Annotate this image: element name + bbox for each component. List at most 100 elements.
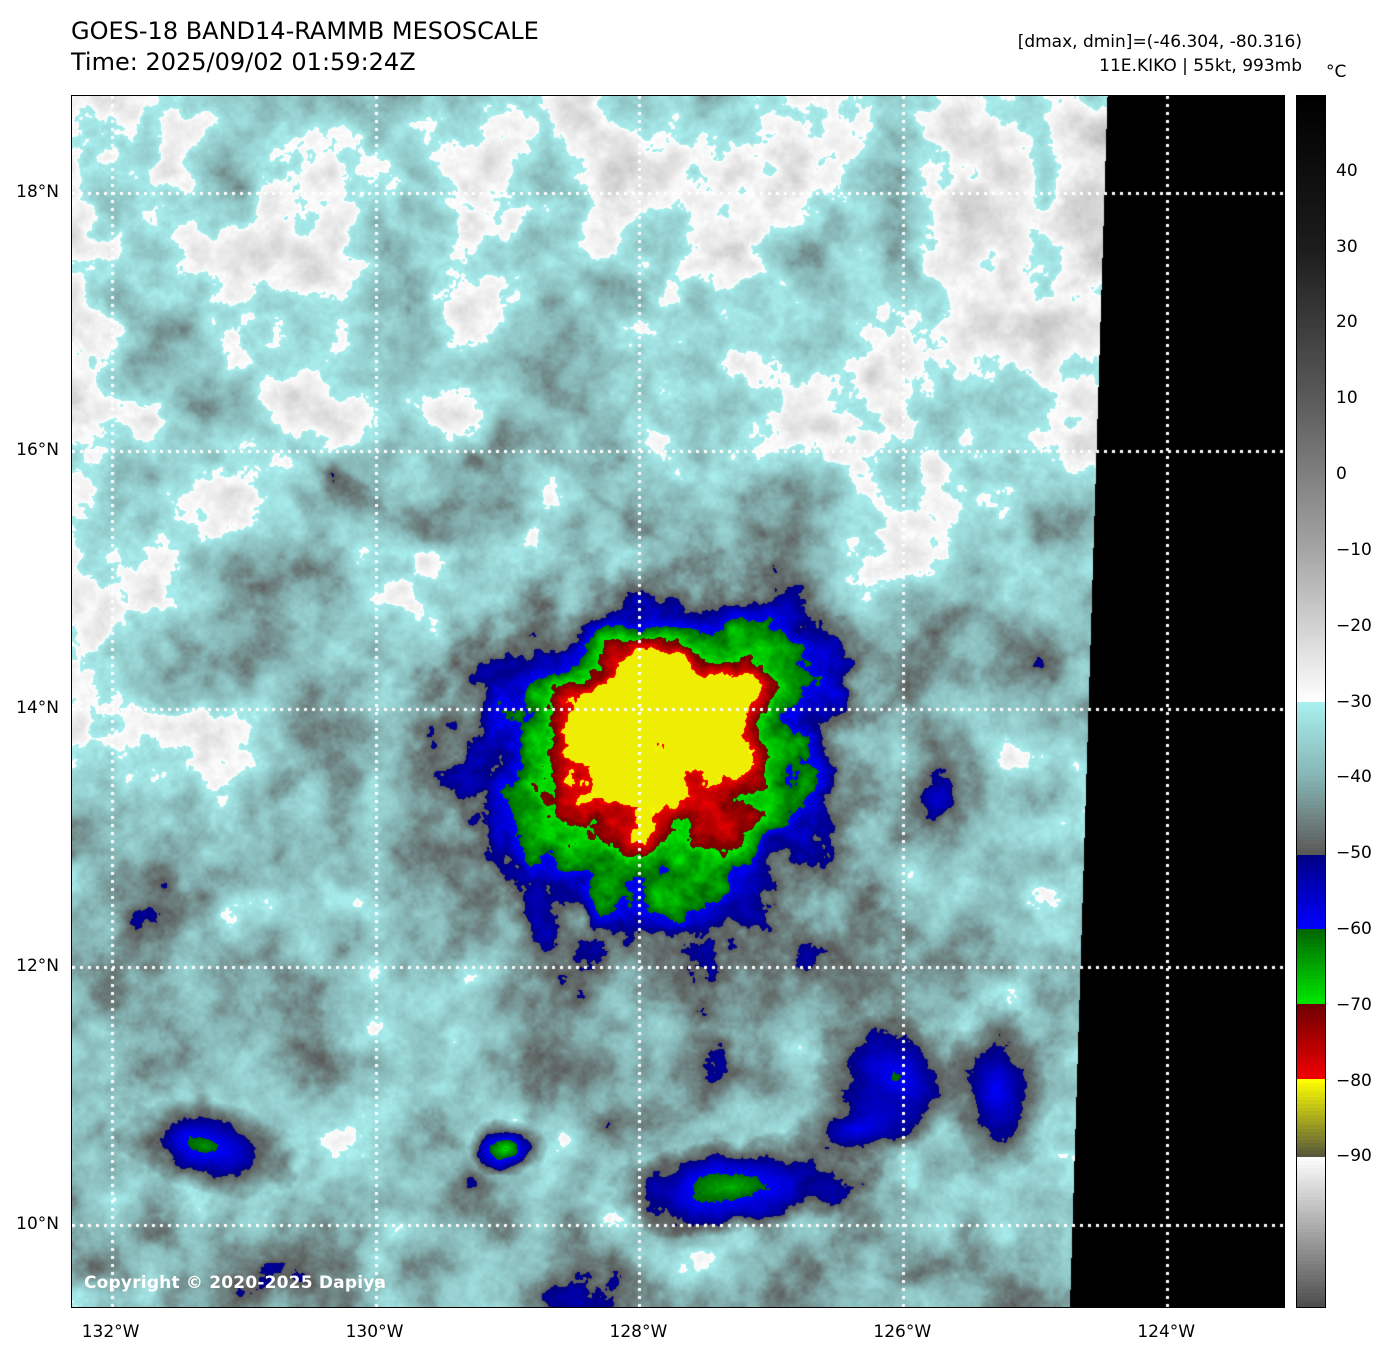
colorbar-segment <box>1297 352 1325 357</box>
satellite-plot-area[interactable]: Copyright © 2020-2025 Dapiya <box>71 95 1285 1308</box>
colorbar-segment <box>1297 580 1325 585</box>
colorbar-segment <box>1297 1235 1325 1241</box>
colorbar-segment <box>1297 174 1325 179</box>
colorbar-segment <box>1297 405 1325 411</box>
colorbar-segment <box>1297 1157 1325 1162</box>
colorbar-segment <box>1297 843 1325 849</box>
colorbar-segment <box>1297 651 1325 657</box>
y-axis-tick-label: 10°N <box>16 1214 59 1235</box>
colorbar-segment <box>1297 370 1325 375</box>
colorbar-segment <box>1297 619 1325 625</box>
colorbar-segment <box>1297 697 1325 703</box>
colorbar-segment <box>1297 1079 1325 1084</box>
colorbar-segment <box>1297 1064 1325 1070</box>
colorbar-segment <box>1297 868 1325 874</box>
colorbar-segment <box>1297 516 1325 521</box>
colorbar-tick-label: −70 <box>1336 994 1372 1015</box>
colorbar-segment <box>1297 409 1325 414</box>
colorbar-segment <box>1297 469 1325 475</box>
colorbar-segment <box>1297 769 1325 774</box>
colorbar-segment <box>1297 712 1325 717</box>
colorbar-segment <box>1297 156 1325 162</box>
colorbar-segment <box>1297 138 1325 144</box>
colorbar-segment <box>1297 1032 1325 1038</box>
colorbar-segment <box>1297 1250 1325 1255</box>
colorbar-tick-label: −40 <box>1336 767 1372 788</box>
colorbar-segment <box>1297 1196 1325 1202</box>
colorbar-segment <box>1297 359 1325 365</box>
colorbar-segment <box>1297 1103 1325 1109</box>
colorbar-segment <box>1297 865 1325 870</box>
colorbar-segment <box>1297 398 1325 404</box>
colorbar-segment <box>1297 616 1325 621</box>
colorbar-segment <box>1297 274 1325 279</box>
colorbar-segment <box>1297 587 1325 593</box>
colorbar-segment <box>1297 729 1325 735</box>
colorbar-segment <box>1297 879 1325 885</box>
colorbar-segment <box>1297 288 1325 293</box>
colorbar-segment <box>1297 412 1325 418</box>
colorbar-tick-label: −90 <box>1336 1146 1372 1167</box>
colorbar-segment <box>1297 690 1325 696</box>
colorbar-segment <box>1297 402 1325 407</box>
colorbar-segment <box>1297 1093 1325 1098</box>
colorbar-segment <box>1297 256 1325 261</box>
colorbar-segment <box>1297 608 1325 614</box>
colorbar-segment <box>1297 1018 1325 1023</box>
colorbar-segment <box>1297 149 1325 154</box>
storm-label: 11E.KIKO | 55kt, 993mb <box>1099 56 1302 76</box>
colorbar-segment <box>1297 452 1325 457</box>
colorbar-segment <box>1297 726 1325 731</box>
colorbar-segment <box>1297 957 1325 963</box>
colorbar-segment <box>1297 487 1325 493</box>
copyright-notice: Copyright © 2020-2025 Dapiya <box>84 1273 387 1293</box>
colorbar-segment <box>1297 1299 1325 1305</box>
timestamp-label: Time: 2025/09/02 01:59:24Z <box>71 48 416 76</box>
colorbar-segment <box>1297 252 1325 258</box>
colorbar-segment <box>1297 1303 1325 1307</box>
colorbar-segment <box>1297 705 1325 710</box>
title-block: GOES-18 BAND14-RAMMB MESOSCALE Time: 202… <box>71 16 539 78</box>
colorbar-segment <box>1297 1125 1325 1130</box>
colorbar-segment <box>1297 883 1325 888</box>
colorbar-segment <box>1297 135 1325 140</box>
colorbar-segment <box>1297 822 1325 828</box>
colorbar-segment <box>1297 523 1325 528</box>
colorbar-segment <box>1297 640 1325 646</box>
colorbar-segment <box>1297 1221 1325 1227</box>
colorbar[interactable] <box>1296 95 1326 1308</box>
colorbar-segment <box>1297 1107 1325 1113</box>
colorbar-segment <box>1297 202 1325 208</box>
colorbar-segment <box>1297 890 1325 895</box>
colorbar-segment <box>1297 177 1325 183</box>
colorbar-segment <box>1297 1082 1325 1088</box>
colorbar-segment <box>1297 740 1325 746</box>
colorbar-segment <box>1297 779 1325 785</box>
colorbar-segment <box>1297 1043 1325 1048</box>
colorbar-segment <box>1297 829 1325 835</box>
colorbar-segment <box>1297 199 1325 204</box>
colorbar-segment <box>1297 555 1325 560</box>
colorbar-tick-label: −10 <box>1336 539 1372 560</box>
colorbar-segment <box>1297 1075 1325 1080</box>
colorbar-segment <box>1297 858 1325 863</box>
colorbar-segment <box>1297 637 1325 642</box>
colorbar-segment <box>1297 762 1325 767</box>
colorbar-segment <box>1297 1036 1325 1041</box>
colorbar-segment <box>1297 167 1325 172</box>
colorbar-gradient <box>1296 95 1326 1308</box>
colorbar-segment <box>1297 541 1325 546</box>
colorbar-segment <box>1297 391 1325 397</box>
colorbar-segment <box>1297 1057 1325 1063</box>
colorbar-segment <box>1297 598 1325 603</box>
colorbar-segment <box>1297 163 1325 169</box>
colorbar-segment <box>1297 815 1325 820</box>
colorbar-segment <box>1297 1054 1325 1059</box>
colorbar-segment <box>1297 544 1325 550</box>
colorbar-segment <box>1297 345 1325 350</box>
colorbar-segment <box>1297 145 1325 151</box>
colorbar-segment <box>1297 751 1325 756</box>
colorbar-segment <box>1297 427 1325 432</box>
colorbar-segment <box>1297 423 1325 429</box>
colorbar-segment <box>1297 794 1325 799</box>
